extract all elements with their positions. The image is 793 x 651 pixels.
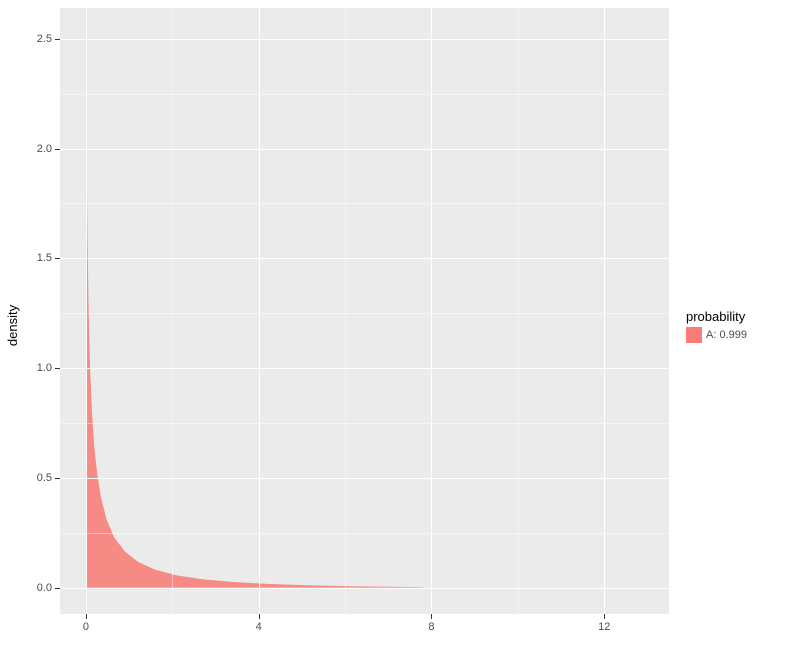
gridline-h-minor	[60, 533, 669, 534]
plot-panel	[60, 8, 669, 614]
gridline-v-minor	[345, 8, 346, 614]
x-tick	[604, 614, 605, 619]
gridline-v	[86, 8, 87, 614]
y-axis-label: density	[6, 0, 20, 651]
y-tick-label: 0.0	[30, 582, 52, 594]
y-tick	[55, 478, 60, 479]
x-tick	[431, 614, 432, 619]
gridline-v	[431, 8, 432, 614]
gridline-h-minor	[60, 203, 669, 204]
legend-title: probability	[686, 309, 747, 324]
gridline-h	[60, 368, 669, 369]
x-tick	[86, 614, 87, 619]
y-tick-label: 2.0	[30, 143, 52, 155]
gridline-v-minor	[172, 8, 173, 614]
gridline-v	[604, 8, 605, 614]
y-tick	[55, 39, 60, 40]
y-tick	[55, 258, 60, 259]
gridline-h-minor	[60, 423, 669, 424]
gridline-h	[60, 39, 669, 40]
gridline-v-minor	[518, 8, 519, 614]
y-tick-label: 1.0	[30, 362, 52, 374]
x-tick-label: 12	[598, 621, 610, 633]
gridline-h	[60, 258, 669, 259]
y-tick-label: 0.5	[30, 472, 52, 484]
legend-swatch	[686, 327, 702, 343]
gridline-h	[60, 588, 669, 589]
x-tick-label: 4	[256, 621, 262, 633]
gridline-v	[259, 8, 260, 614]
gridline-h-minor	[60, 94, 669, 95]
legend: probability A: 0.999	[686, 309, 747, 343]
legend-item: A: 0.999	[686, 327, 747, 343]
legend-item-label: A: 0.999	[706, 329, 747, 341]
y-tick	[55, 588, 60, 589]
gridline-h	[60, 478, 669, 479]
y-tick-label: 1.5	[30, 252, 52, 264]
density-area	[60, 8, 669, 614]
gridline-h-minor	[60, 313, 669, 314]
y-tick	[55, 149, 60, 150]
y-tick-label: 2.5	[30, 33, 52, 45]
y-axis-label-text: density	[6, 305, 21, 346]
gridline-h	[60, 149, 669, 150]
y-tick	[55, 368, 60, 369]
x-tick-label: 0	[83, 621, 89, 633]
x-tick	[259, 614, 260, 619]
x-tick-label: 8	[428, 621, 434, 633]
